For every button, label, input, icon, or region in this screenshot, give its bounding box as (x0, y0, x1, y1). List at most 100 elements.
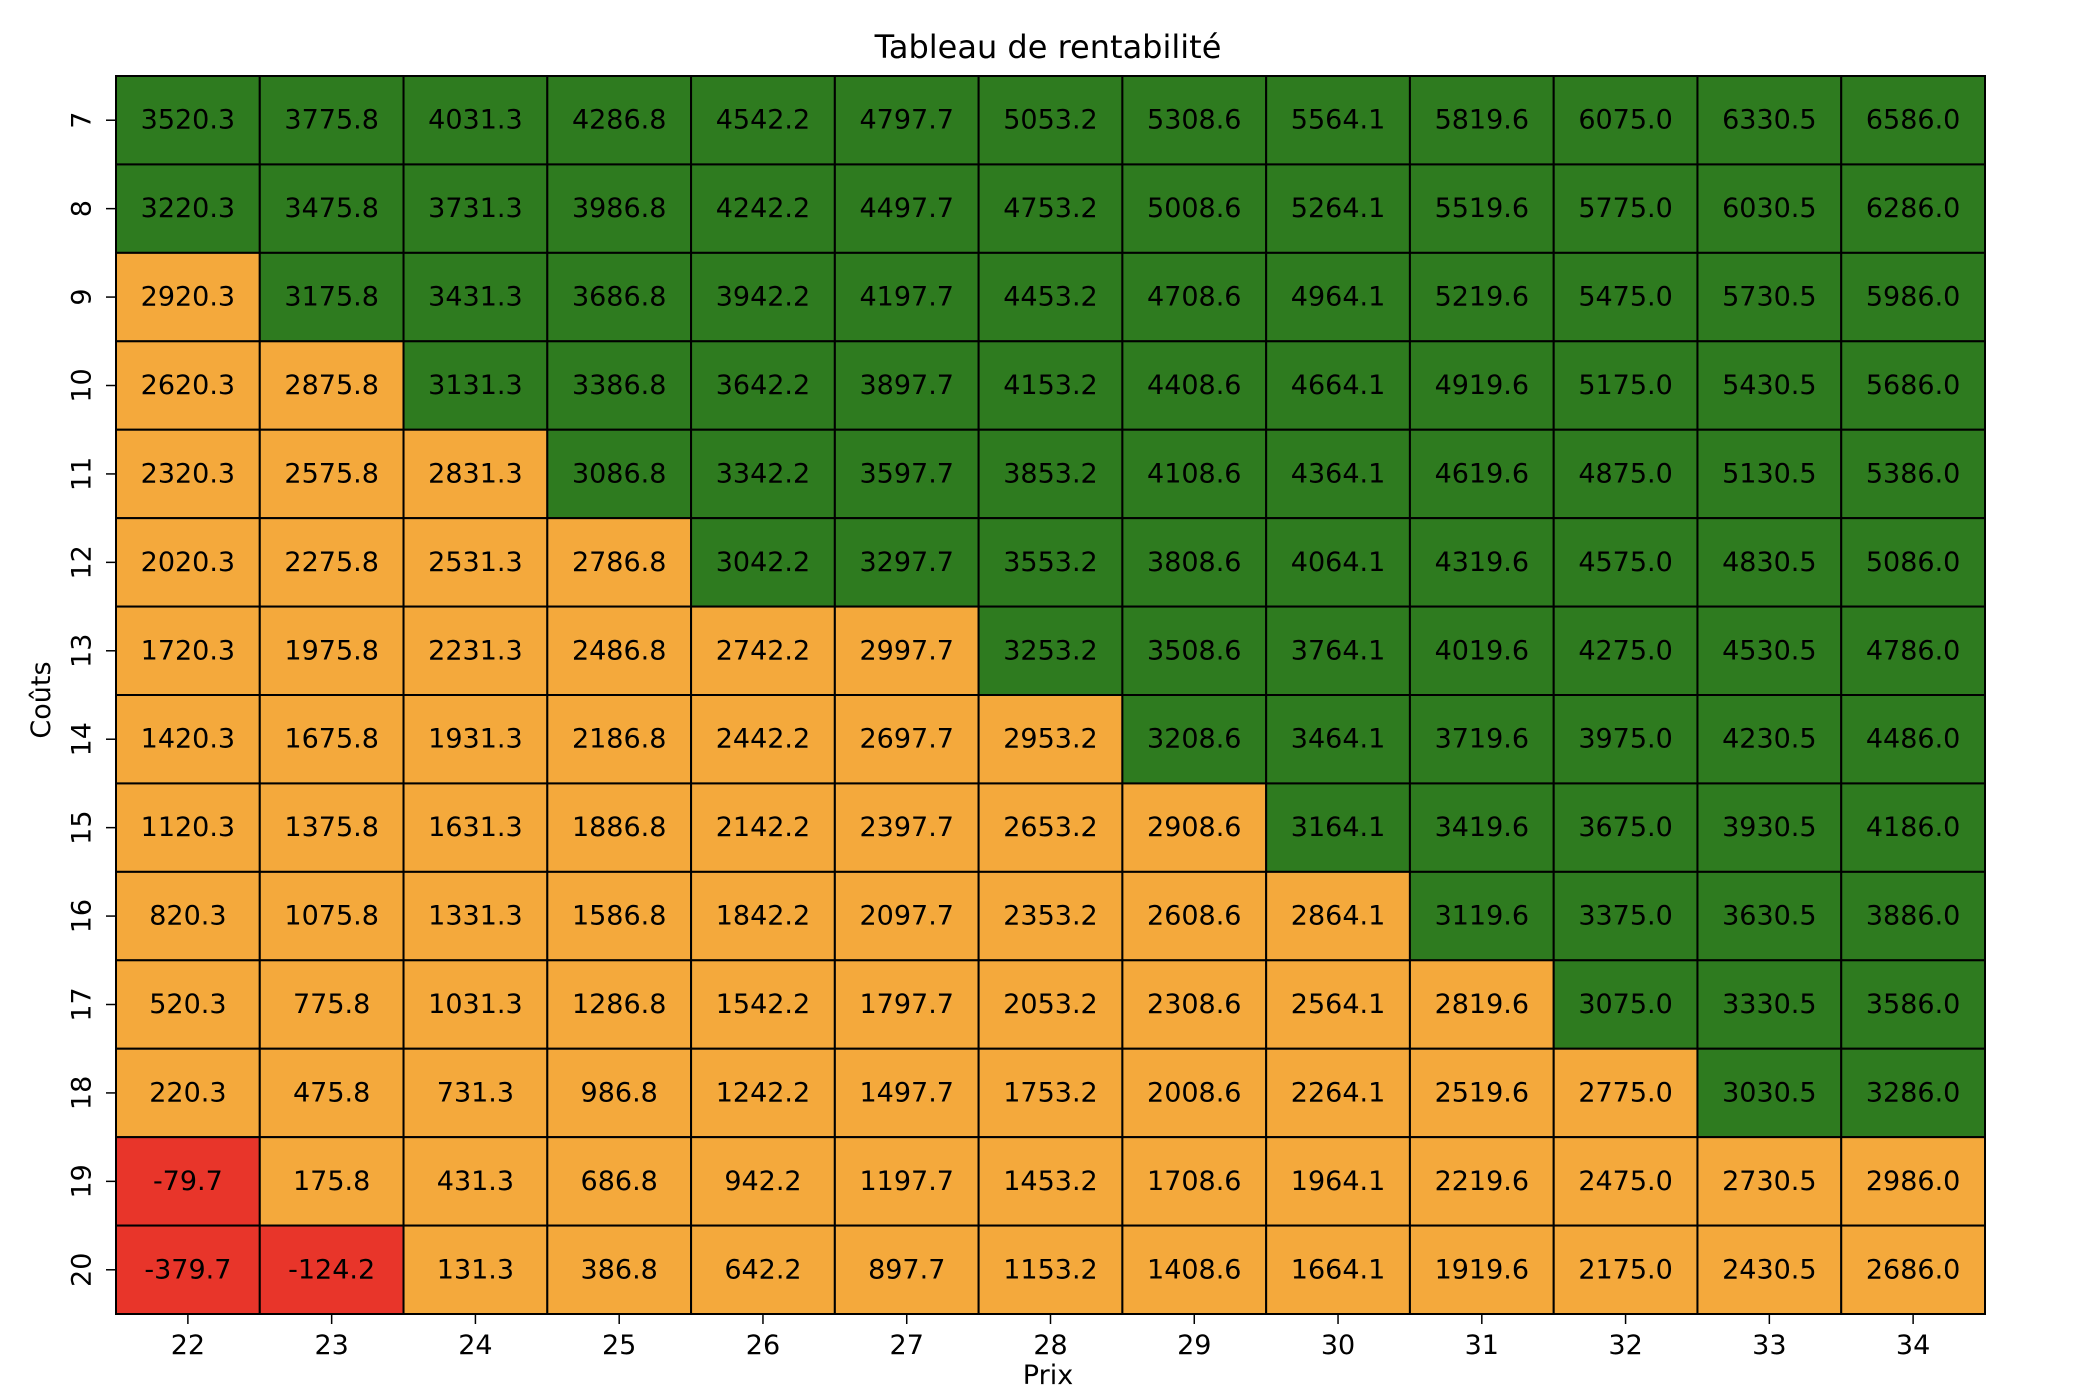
heatmap-cell (1696, 163, 1843, 254)
y-tick-label: 12 (67, 545, 98, 579)
heatmap-cell (690, 870, 836, 962)
heatmap-cell (546, 517, 693, 608)
heatmap-cell (977, 517, 1124, 608)
heatmap-cell (402, 870, 549, 962)
cell-value-label: 3553.2 (1003, 547, 1097, 578)
y-tick-label: 11 (67, 457, 98, 491)
cell-value-label: 2475.0 (1578, 1166, 1672, 1197)
cell-value-label: 2142.2 (716, 812, 810, 843)
cell-value-label: 1120.3 (141, 812, 235, 843)
heatmap-cell (546, 428, 693, 520)
heatmap-cell (1552, 1136, 1699, 1227)
cell-value-label: 1886.8 (572, 812, 666, 843)
heatmap-cell (977, 1047, 1124, 1139)
cell-value-label: -124.2 (288, 1254, 375, 1285)
x-tick-label: 22 (171, 1330, 205, 1361)
cell-value-label: 1542.2 (716, 989, 810, 1020)
heatmap-cell (1696, 1047, 1843, 1139)
cell-value-label: 1919.6 (1435, 1254, 1529, 1285)
cell-value-label: 2008.6 (1147, 1077, 1241, 1108)
cell-value-label: 520.3 (149, 989, 226, 1020)
cell-value-label: 5475.0 (1578, 282, 1672, 313)
heatmap-cell (977, 163, 1124, 254)
cell-value-label: 1075.8 (284, 901, 378, 932)
cell-value-label: 5130.5 (1722, 458, 1816, 489)
cell-value-label: 3297.7 (859, 547, 953, 578)
y-tick-label: 13 (67, 634, 98, 668)
heatmap-cell (402, 163, 549, 254)
cell-value-label: 2575.8 (284, 458, 378, 489)
heatmap-cell (115, 959, 261, 1050)
cell-value-label: 1586.8 (572, 901, 666, 932)
cell-value-label: 1242.2 (716, 1077, 810, 1108)
heatmap-cell (690, 1047, 836, 1139)
cell-value-label: 6330.5 (1722, 105, 1816, 136)
heatmap-cell (546, 1224, 693, 1315)
cell-value-label: 3719.6 (1435, 724, 1529, 755)
cell-value-label: 220.3 (149, 1077, 226, 1108)
heatmap-cell (690, 251, 836, 343)
heatmap-cell (1265, 1224, 1411, 1315)
cell-value-label: 431.3 (437, 1166, 514, 1197)
cell-value-label: 3731.3 (428, 193, 522, 224)
cell-value-label: 3975.0 (1578, 724, 1672, 755)
cell-value-label: 131.3 (437, 1254, 514, 1285)
x-tick-label: 29 (1177, 1330, 1211, 1361)
cell-value-label: 4019.6 (1435, 635, 1529, 666)
heatmap-cell (1840, 959, 1986, 1050)
cell-value-label: 5308.6 (1147, 105, 1241, 136)
cell-value-label: 2730.5 (1722, 1166, 1816, 1197)
cell-value-label: 2275.8 (284, 547, 378, 578)
cell-value-label: 3986.8 (572, 193, 666, 224)
cell-value-label: 4486.0 (1866, 724, 1960, 755)
cell-value-label: 3375.0 (1578, 901, 1672, 932)
cell-value-label: 3886.0 (1866, 901, 1960, 932)
heatmap-cell (1696, 517, 1843, 608)
cell-value-label: 2986.0 (1866, 1166, 1960, 1197)
cell-value-label: 4753.2 (1003, 193, 1097, 224)
heatmap-cell (1408, 251, 1555, 343)
cell-value-label: 6030.5 (1722, 193, 1816, 224)
cell-value-label: 4497.7 (859, 193, 953, 224)
heatmap-cell (1552, 782, 1699, 873)
y-tick-label: 14 (67, 722, 98, 756)
cell-value-label: 2686.0 (1866, 1254, 1960, 1285)
cell-value-label: 2531.3 (428, 547, 522, 578)
cell-value-label: 2564.1 (1291, 989, 1385, 1020)
heatmap-cell (115, 75, 261, 166)
y-tick-label: 8 (67, 200, 98, 217)
y-tick-label: 20 (67, 1253, 98, 1287)
heatmap-cell (402, 782, 549, 873)
heatmap-cell (402, 75, 549, 166)
cell-value-label: 1375.8 (284, 812, 378, 843)
heatmap-cell (115, 605, 261, 696)
heatmap-cell (1265, 870, 1411, 962)
cell-value-label: 2620.3 (141, 370, 235, 401)
cell-value-label: 3586.0 (1866, 989, 1960, 1020)
x-tick-label: 27 (890, 1330, 924, 1361)
heatmap-cell (1840, 605, 1986, 696)
cell-value-label: 1720.3 (141, 635, 235, 666)
cell-value-label: 3330.5 (1722, 989, 1816, 1020)
x-axis-ticks: 22 23 24 25 26 27 28 29 30 31 32 33 34 (171, 1314, 1930, 1361)
heatmap-cell (977, 694, 1124, 785)
cell-value-label: 1153.2 (1003, 1254, 1097, 1285)
cell-value-label: 3686.8 (572, 282, 666, 313)
heatmap-cell (1121, 517, 1268, 608)
cell-value-label: 731.3 (437, 1077, 514, 1108)
heatmap-cell (546, 1047, 693, 1139)
heatmap-cell (546, 1136, 693, 1227)
heatmap-cells: 3520.3 3775.8 4031.3 4286.8 4542.2 4797.7 5053… (115, 75, 1986, 1315)
heatmap-cell (690, 959, 836, 1050)
heatmap-cell (115, 870, 261, 962)
cell-value-label: 5430.5 (1722, 370, 1816, 401)
heatmap-cell (977, 428, 1124, 520)
heatmap-cell (115, 340, 261, 431)
heatmap-cell (1408, 517, 1555, 608)
heatmap-cell (402, 694, 549, 785)
cell-value-label: 1975.8 (284, 635, 378, 666)
cell-value-label: 4453.2 (1003, 282, 1097, 313)
cell-value-label: 3520.3 (141, 105, 235, 136)
cell-value-label: 2997.7 (859, 635, 953, 666)
